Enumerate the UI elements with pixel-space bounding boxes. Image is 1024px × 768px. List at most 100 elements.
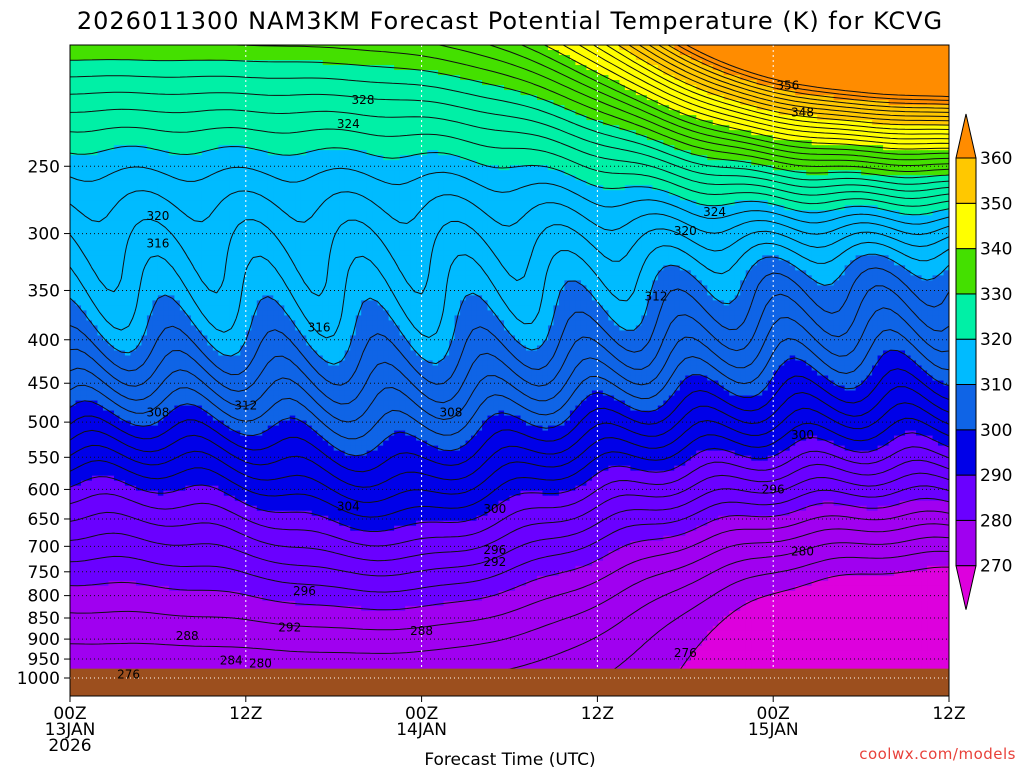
contour-label-5: 296 (293, 584, 316, 598)
contour-label-6: 300 (791, 428, 814, 442)
contour-label-24: 320 (674, 224, 697, 238)
x-tick-label-48-0: 00Z (757, 704, 790, 724)
chart-title: 2026011300 NAM3KM Forecast Potential Tem… (77, 7, 943, 35)
isoline-296 (70, 386, 949, 488)
contour-label-20: 276 (674, 646, 697, 660)
credit-text: coolwx.com/models (859, 745, 1016, 763)
isoline-324 (70, 108, 949, 199)
x-tick-label-48-1: 15JAN (748, 720, 799, 740)
contour-label-15: 300 (483, 502, 506, 516)
contour-label-4: 292 (278, 620, 301, 634)
y-tick-label-550: 550 (28, 448, 60, 468)
contour-label-23: 312 (645, 290, 668, 304)
x-tick-label-60-0: 12Z (932, 704, 965, 724)
y-tick-label-750: 750 (28, 563, 60, 583)
y-tick-label-450: 450 (28, 374, 60, 394)
isoline-318 (70, 166, 949, 225)
colorbar-swatch-340 (955, 202, 977, 250)
isoline-346 (593, 45, 949, 135)
ground-fill (70, 668, 949, 696)
colorbar-label-360: 360 (980, 149, 1012, 169)
y-tick-label-400: 400 (28, 331, 60, 351)
isoline-280 (70, 497, 949, 611)
isoline-354 (639, 45, 949, 118)
colorbar-swatch-320 (955, 293, 977, 340)
contour-label-3: 288 (176, 629, 199, 643)
isoline-344 (578, 45, 949, 140)
colorbar-label-310: 310 (980, 376, 1012, 396)
isoline-342 (562, 45, 949, 145)
isoline-348 (606, 45, 949, 130)
plot-frame (69, 44, 950, 697)
contour-label-25: 324 (703, 205, 726, 219)
colorbar-swatch-290 (955, 429, 977, 476)
isoline-320 (70, 145, 949, 216)
colorbar-swatch-310 (955, 338, 977, 386)
colorbar-bottom-arrow (955, 565, 977, 610)
colorbar-label-340: 340 (980, 240, 1012, 260)
isoline-276 (70, 523, 949, 654)
isoline-302 (70, 329, 949, 440)
x-axis-label: Forecast Time (UTC) (424, 750, 595, 768)
isoline-352 (628, 45, 949, 122)
ground-layer (70, 668, 949, 696)
isoline-294 (70, 402, 949, 503)
contour-label-0: 276 (117, 667, 140, 681)
isoline-290 (70, 432, 949, 532)
colorbar-swatch-350 (955, 157, 977, 204)
y-tick-label-850: 850 (28, 609, 60, 629)
isoline-304 (70, 307, 949, 423)
isoline-322 (70, 126, 949, 207)
isoline-308 (70, 267, 949, 386)
isoline-330 (70, 59, 949, 179)
colorbar: 270 280 290 300 310 320 330 340 350 360 (955, 113, 1012, 610)
colorbar-swatch-280 (955, 474, 977, 521)
isoline-358 (658, 45, 949, 109)
isoline-288 (70, 446, 949, 547)
y-tick-label-250: 250 (28, 157, 60, 177)
isoline-356 (648, 45, 949, 113)
contour-label-17: 292 (483, 555, 506, 569)
contour-label-26: 348 (791, 105, 814, 119)
y-tick-label-350: 350 (28, 281, 60, 301)
colorbar-swatch-300 (955, 384, 977, 431)
contour-lines (70, 45, 949, 696)
colorbar-label-320: 320 (980, 330, 1012, 350)
isoline-316 (70, 190, 949, 236)
colorbar-label-290: 290 (980, 466, 1012, 486)
x-tick-label-0-1: 13JAN (45, 720, 96, 740)
isoline-336 (489, 45, 949, 161)
contour-label-14: 296 (762, 482, 785, 496)
contour-label-18: 288 (410, 624, 433, 638)
contour-label-7: 304 (337, 499, 360, 513)
isoline-312 (70, 241, 949, 339)
colorbar-label-270: 270 (980, 557, 1012, 577)
contour-label-1: 280 (249, 657, 272, 671)
colorbar-label-330: 330 (980, 285, 1012, 305)
isoline-298 (70, 368, 949, 473)
contour-label-11: 320 (146, 209, 169, 223)
isoline-360 (667, 45, 949, 105)
isoline-326 (70, 91, 949, 192)
contour-label-9: 312 (234, 399, 257, 413)
isoline-310 (70, 253, 949, 365)
contour-label-13: 328 (352, 93, 375, 107)
x-tick-label-0-2: 2026 (48, 736, 91, 756)
contour-label-19: 280 (791, 545, 814, 559)
y-tick-label-950: 950 (28, 650, 60, 670)
contour-label-16: 296 (483, 543, 506, 557)
contour-label-2: 284 (220, 654, 243, 668)
contour-label-8: 308 (146, 405, 169, 419)
y-axis: 2503003504004505005506006507007508008509… (17, 157, 70, 689)
y-tick-label-900: 900 (28, 630, 60, 650)
y-tick-label-1000: 1000 (17, 669, 60, 689)
isoline-306 (70, 285, 949, 405)
colorbar-label-350: 350 (980, 194, 1012, 214)
contour-label-10: 316 (308, 321, 331, 335)
isoline-328 (70, 75, 949, 185)
y-tick-label-300: 300 (28, 225, 60, 245)
